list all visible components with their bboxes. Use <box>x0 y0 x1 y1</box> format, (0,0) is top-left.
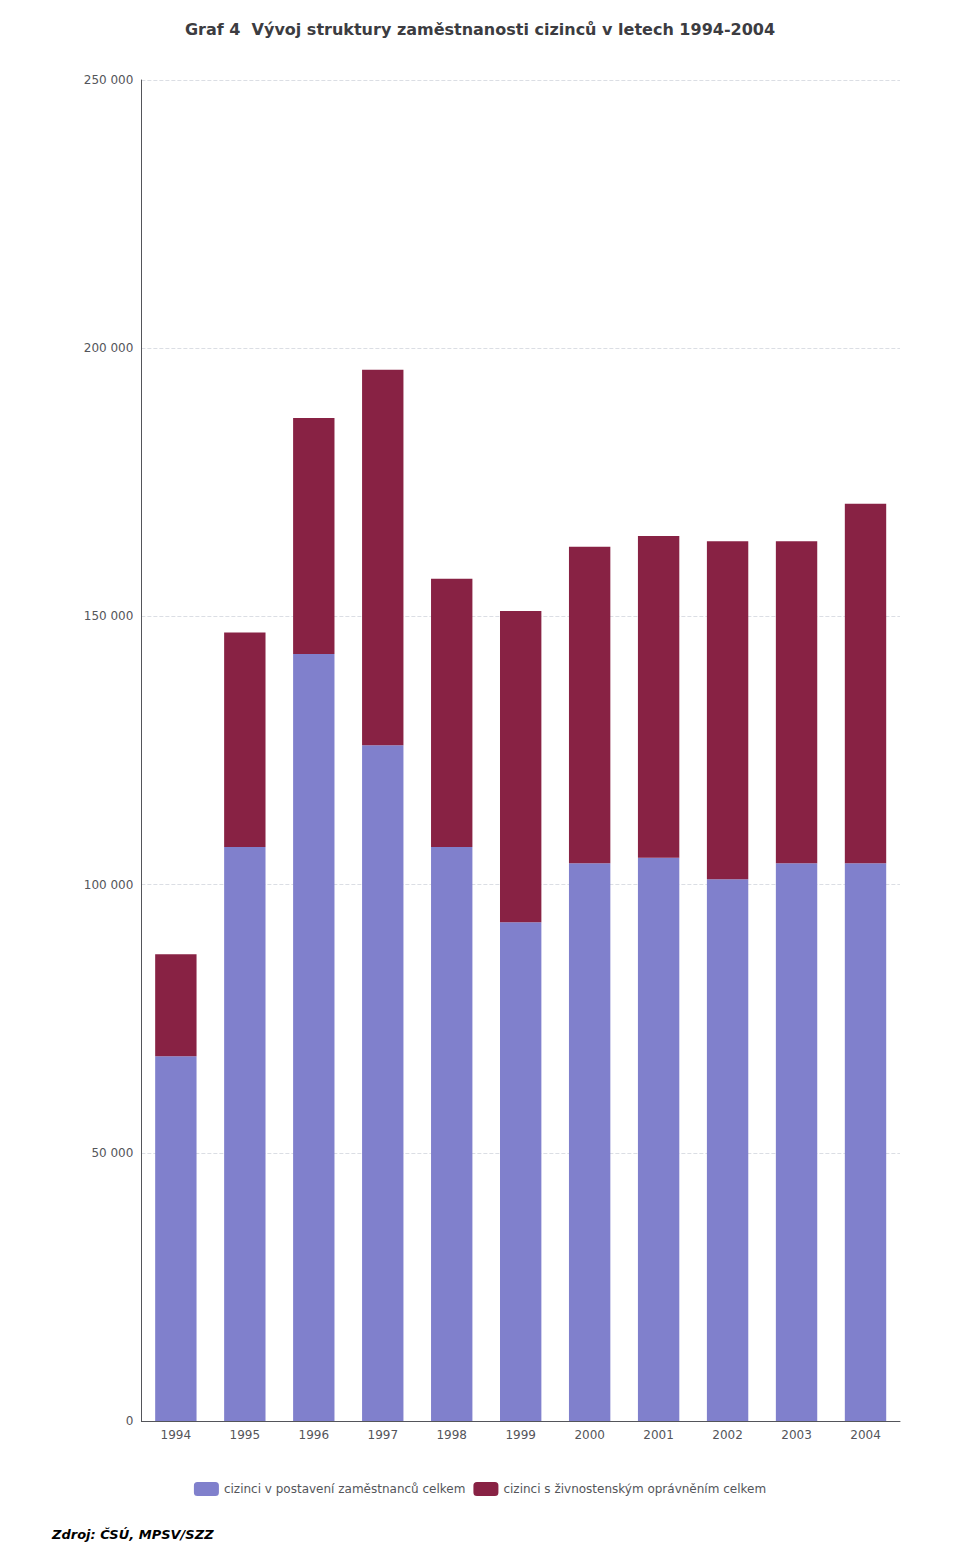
svg-text:1996: 1996 <box>299 1428 330 1442</box>
svg-text:150 000: 150 000 <box>84 609 134 623</box>
svg-text:250 000: 250 000 <box>84 73 134 87</box>
svg-text:cizinci s živnostenským oprávn: cizinci s živnostenským oprávněním celke… <box>503 1482 766 1496</box>
svg-text:1999: 1999 <box>505 1428 536 1442</box>
svg-text:0: 0 <box>126 1414 134 1428</box>
svg-text:2003: 2003 <box>781 1428 812 1442</box>
svg-text:1997: 1997 <box>367 1428 398 1442</box>
svg-text:100 000: 100 000 <box>84 878 134 892</box>
svg-text:1995: 1995 <box>230 1428 261 1442</box>
svg-text:1994: 1994 <box>161 1428 192 1442</box>
svg-text:cizinci v postavení zaměstnanc: cizinci v postavení zaměstnanců celkem <box>224 1482 466 1496</box>
svg-text:2000: 2000 <box>574 1428 605 1442</box>
svg-text:50 000: 50 000 <box>91 1146 133 1160</box>
svg-text:200 000: 200 000 <box>84 341 134 355</box>
svg-text:Zdroj: ČSÚ, MPSV/SZZ: Zdroj: ČSÚ, MPSV/SZZ <box>51 1527 214 1542</box>
svg-text:2002: 2002 <box>712 1428 743 1442</box>
svg-text:2004: 2004 <box>850 1428 881 1442</box>
svg-text:1998: 1998 <box>436 1428 467 1442</box>
svg-text:2001: 2001 <box>643 1428 674 1442</box>
svg-text:Graf 4 Vývoj struktury zaměst: Graf 4 Vývoj struktury zaměstnanosti ciz… <box>185 20 775 39</box>
